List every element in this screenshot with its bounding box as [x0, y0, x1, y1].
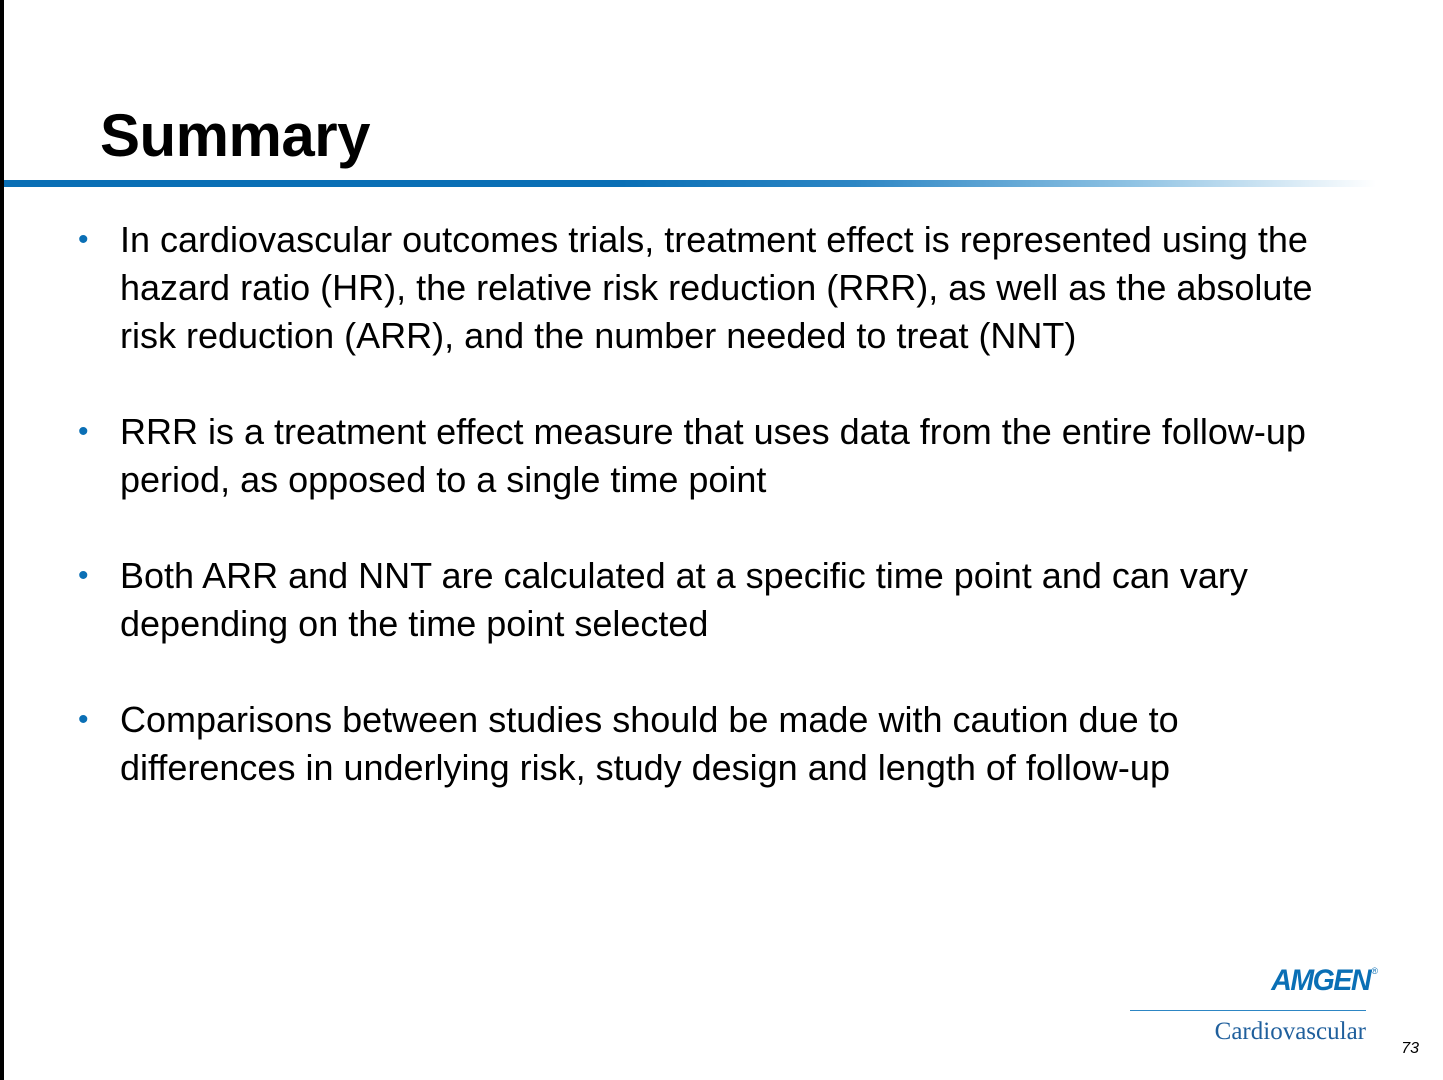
bullet-dot-icon: •: [78, 559, 89, 592]
bullet-dot-icon: •: [78, 703, 89, 736]
bullet-item: • Both ARR and NNT are calculated at a s…: [76, 552, 1316, 648]
slide-title: Summary: [100, 102, 370, 169]
bullet-text: Comparisons between studies should be ma…: [120, 699, 1179, 788]
title-underline-gradient: [4, 180, 1376, 187]
bullet-text: In cardiovascular outcomes trials, treat…: [120, 219, 1313, 356]
amgen-cardiovascular-logo: AMGEN ® Cardiovascular: [1128, 962, 1378, 1052]
bullet-item: • RRR is a treatment effect measure that…: [76, 408, 1316, 504]
bullet-dot-icon: •: [78, 223, 89, 256]
slide-left-border: [0, 0, 4, 1080]
logo-divider: [1130, 1010, 1366, 1011]
bullet-item: • In cardiovascular outcomes trials, tre…: [76, 216, 1316, 360]
bullet-text: RRR is a treatment effect measure that u…: [120, 411, 1306, 500]
page-number: 73: [1401, 1040, 1419, 1057]
bullet-item: • Comparisons between studies should be …: [76, 696, 1316, 792]
logo-subtitle: Cardiovascular: [1214, 1018, 1366, 1045]
logo-brand-text: AMGEN: [1271, 964, 1371, 997]
registered-mark: ®: [1371, 966, 1378, 976]
bullet-list: • In cardiovascular outcomes trials, tre…: [76, 216, 1316, 840]
bullet-dot-icon: •: [78, 415, 89, 448]
bullet-text: Both ARR and NNT are calculated at a spe…: [120, 555, 1248, 644]
